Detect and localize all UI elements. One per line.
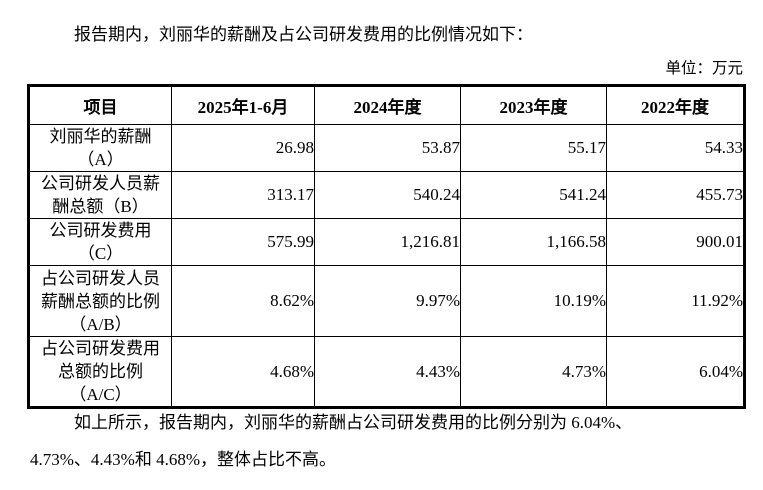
row-label: 占公司研发费用 总额的比例 （A/C）	[28, 336, 172, 408]
cell-value: 541.24	[460, 171, 607, 219]
salary-ratio-table: 项目 2025年1-6月 2024年度 2023年度 2022年度 刘丽华的薪酬…	[27, 84, 746, 409]
cell-value: 11.92%	[606, 265, 745, 337]
cell-value: 1,216.81	[314, 218, 461, 266]
col-header-2023: 2023年度	[460, 85, 607, 125]
cell-value: 55.17	[460, 124, 607, 172]
table-row-salary-a: 刘丽华的薪酬 （A） 26.98 53.87 55.17 54.33	[28, 124, 745, 172]
table-row-ratio-a-c: 占公司研发费用 总额的比例 （A/C） 4.68% 4.43% 4.73% 6.…	[28, 336, 745, 408]
cell-value: 54.33	[606, 124, 745, 172]
table-row-rd-staff-salary-b: 公司研发人员薪 酬总额（B） 313.17 540.24 541.24 455.…	[28, 171, 745, 219]
cell-value: 455.73	[606, 171, 745, 219]
unit-label: 单位：万元	[665, 60, 743, 77]
cell-value: 575.99	[171, 218, 315, 266]
cell-value: 1,166.58	[460, 218, 607, 266]
row-label: 刘丽华的薪酬 （A）	[28, 124, 172, 172]
cell-value: 9.97%	[314, 265, 461, 337]
cell-value: 10.19%	[460, 265, 607, 337]
col-header-2022: 2022年度	[606, 85, 745, 125]
row-label: 公司研发人员薪 酬总额（B）	[28, 171, 172, 219]
row-label: 公司研发费用 （C）	[28, 218, 172, 266]
row-label: 占公司研发人员 薪酬总额的比例 （A/B）	[28, 265, 172, 337]
cell-value: 4.73%	[460, 336, 607, 408]
cell-value: 8.62%	[171, 265, 315, 337]
cell-value: 900.01	[606, 218, 745, 266]
col-header-2024: 2024年度	[314, 85, 461, 125]
table-header-row: 项目 2025年1-6月 2024年度 2023年度 2022年度	[28, 85, 745, 125]
cell-value: 53.87	[314, 124, 461, 172]
table-row-rd-expense-c: 公司研发费用 （C） 575.99 1,216.81 1,166.58 900.…	[28, 218, 745, 266]
cell-value: 4.43%	[314, 336, 461, 408]
closing-paragraph: 如上所示，报告期内，刘丽华的薪酬占公司研发费用的比例分别为 6.04%、 4.7…	[30, 413, 633, 469]
intro-paragraph: 报告期内，刘丽华的薪酬及占公司研发费用的比例情况如下：	[74, 25, 533, 44]
cell-value: 540.24	[314, 171, 461, 219]
col-header-item: 项目	[28, 85, 172, 125]
col-header-2025-h1: 2025年1-6月	[171, 85, 315, 125]
table-row-ratio-a-b: 占公司研发人员 薪酬总额的比例 （A/B） 8.62% 9.97% 10.19%…	[28, 265, 745, 337]
cell-value: 26.98	[171, 124, 315, 172]
cell-value: 6.04%	[606, 336, 745, 408]
cell-value: 4.68%	[171, 336, 315, 408]
cell-value: 313.17	[171, 171, 315, 219]
